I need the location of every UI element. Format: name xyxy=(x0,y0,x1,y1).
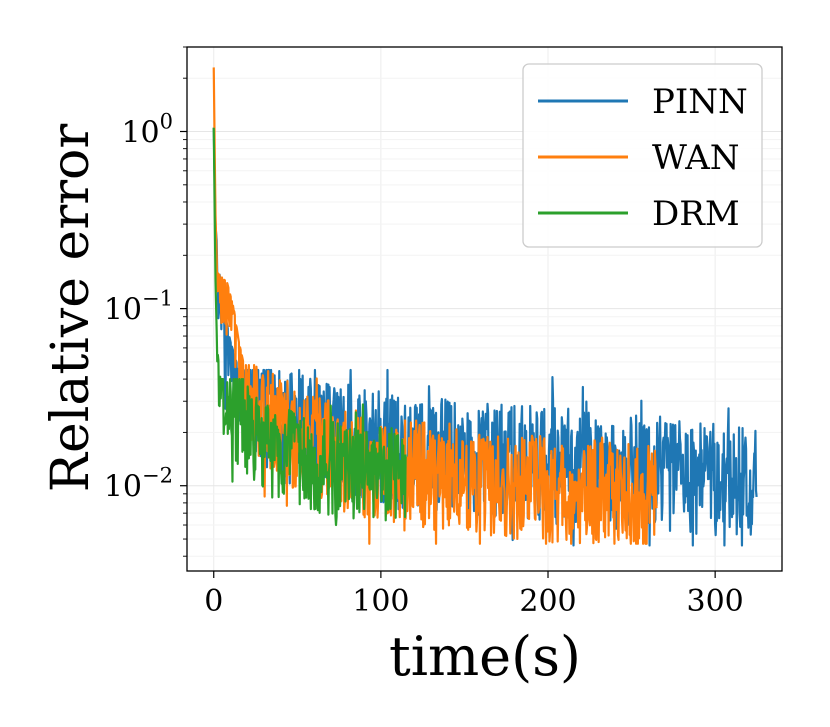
series-line-wan xyxy=(212,67,658,545)
y-tick-label: 10−1 xyxy=(104,287,173,328)
legend: PINN WAN DRM xyxy=(522,63,763,248)
y-tick-label: 10−2 xyxy=(104,464,173,505)
series-line-drm xyxy=(212,127,407,527)
legend-label-drm: DRM xyxy=(652,194,740,234)
x-axis-label: time(s) xyxy=(389,625,581,688)
y-tick-label: 100 xyxy=(121,110,173,151)
x-tick-label: 100 xyxy=(352,584,409,619)
x-tick-label: 0 xyxy=(204,584,223,619)
legend-label-wan: WAN xyxy=(652,138,740,178)
x-tick-label: 200 xyxy=(519,584,576,619)
plot-series xyxy=(212,67,758,547)
axis-ticks: 0 100 200 300 10−2 10−1 100 xyxy=(104,46,744,619)
x-tick-label: 300 xyxy=(687,584,744,619)
legend-label-pinn: PINN xyxy=(652,82,748,122)
y-axis-label: Relative error xyxy=(41,124,101,493)
legend-box xyxy=(522,63,763,248)
